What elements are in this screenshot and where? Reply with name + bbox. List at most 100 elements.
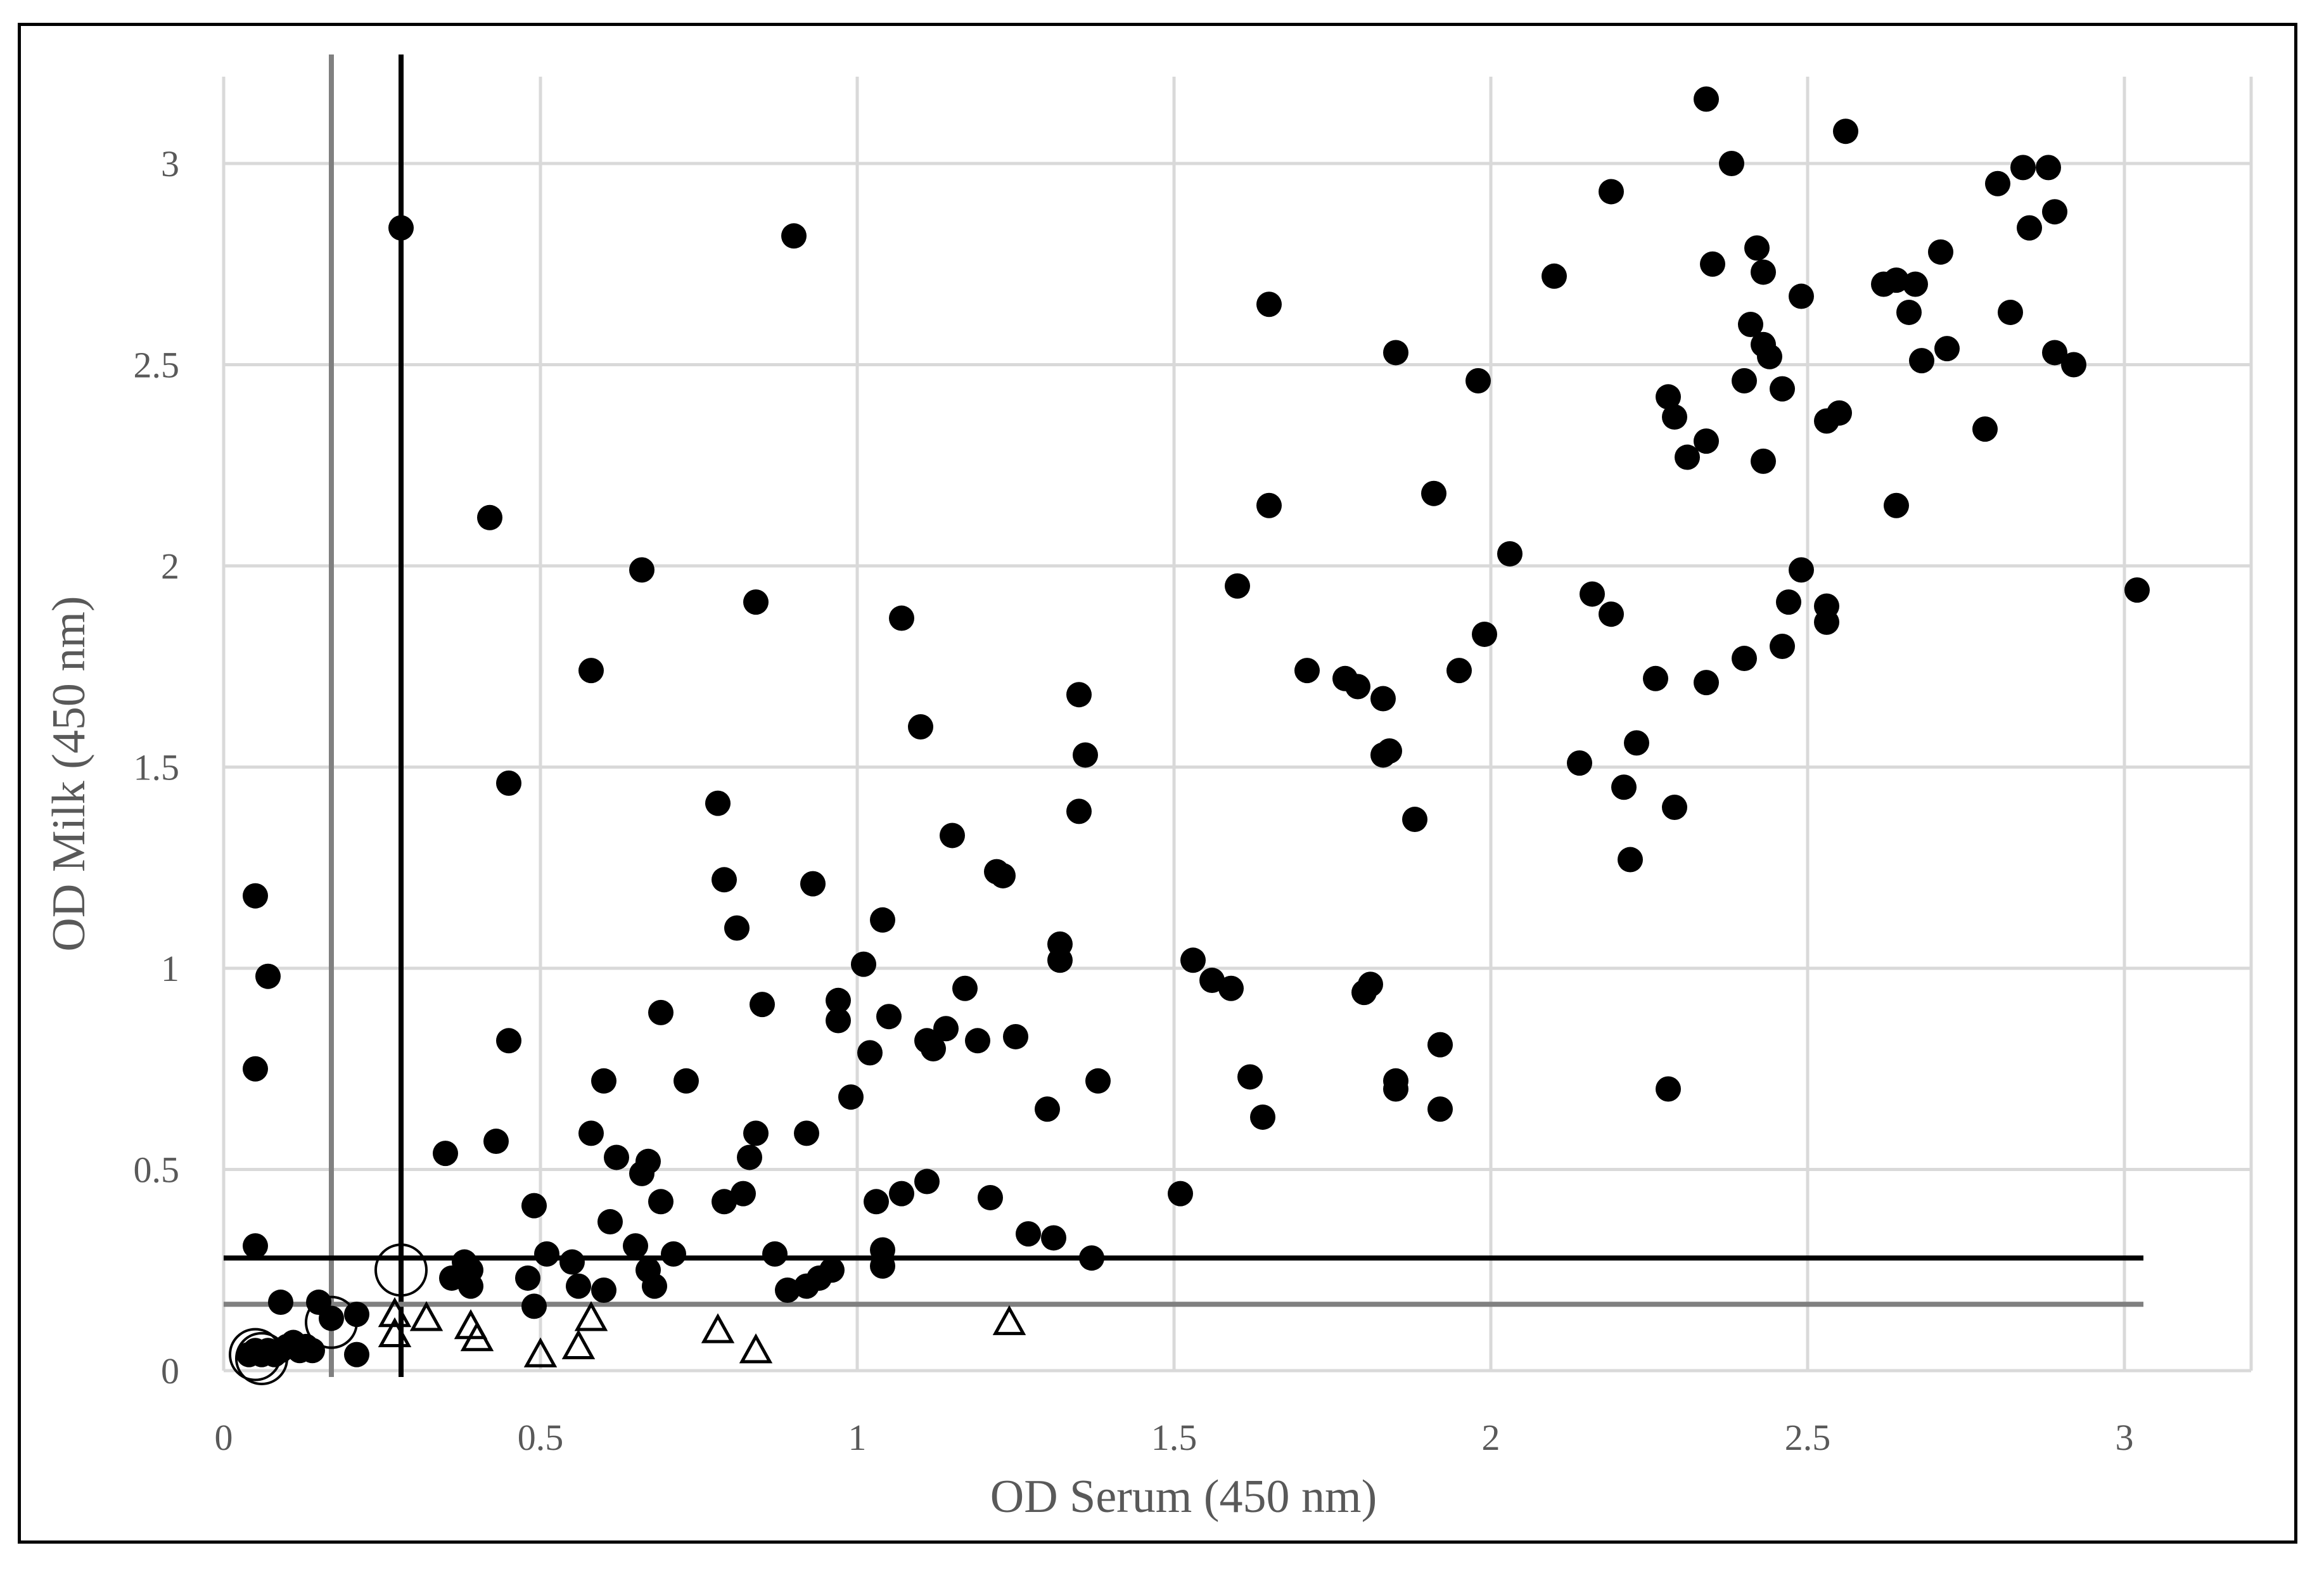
data-point <box>1985 170 2010 196</box>
data-point <box>1225 573 1250 599</box>
triangle-data-point <box>701 1313 735 1343</box>
data-point <box>635 1148 661 1174</box>
x-tick-label: 1.5 <box>1151 1417 1197 1458</box>
data-point <box>388 215 414 241</box>
data-point <box>578 1120 604 1146</box>
data-point <box>889 605 914 631</box>
data-point <box>648 1189 674 1215</box>
data-point <box>990 862 1016 888</box>
x-tick-label: 2.5 <box>1785 1417 1831 1458</box>
data-point <box>629 557 654 583</box>
data-point <box>952 975 978 1001</box>
data-point <box>433 1141 458 1167</box>
data-point <box>2010 155 2036 181</box>
cutoff-lines <box>224 54 2143 1377</box>
data-point <box>1624 730 1649 756</box>
data-point <box>597 1209 623 1235</box>
open-circle-data-point <box>374 1243 428 1297</box>
data-point <box>1934 336 1960 362</box>
data-point <box>750 992 775 1018</box>
data-point <box>712 1189 737 1215</box>
data-point <box>642 1273 667 1299</box>
scatter-chart: 0 0.5 1 1.5 2 2.5 3 0 0.5 1 1.5 2 2.5 3 OD Serum (450… <box>43 54 2253 1523</box>
data-point <box>1079 1245 1104 1271</box>
data-point <box>921 1036 946 1061</box>
data-point <box>268 1290 293 1316</box>
data-point <box>731 1181 756 1207</box>
data-point <box>1732 368 1757 394</box>
data-point <box>300 1338 325 1364</box>
data-point <box>1770 376 1795 402</box>
data-points <box>229 86 2150 1385</box>
data-point <box>1047 947 1073 973</box>
data-point <box>1618 847 1643 873</box>
data-point <box>1446 658 1472 684</box>
data-point <box>1814 609 1839 635</box>
data-point <box>559 1249 585 1275</box>
data-point <box>515 1265 540 1291</box>
data-point <box>826 987 851 1013</box>
data-point <box>243 883 268 909</box>
data-point <box>458 1273 483 1299</box>
data-point <box>1884 492 1909 518</box>
data-point <box>1662 795 1687 820</box>
data-point <box>857 1040 883 1066</box>
data-point <box>965 1028 990 1054</box>
data-point <box>243 1233 268 1259</box>
data-point <box>1066 682 1092 708</box>
data-point <box>1776 589 1801 615</box>
data-point <box>1016 1221 1041 1247</box>
data-point <box>940 823 965 849</box>
data-point <box>521 1193 547 1219</box>
data-point <box>1250 1104 1275 1130</box>
data-point <box>1909 348 1934 374</box>
data-point <box>800 871 826 897</box>
data-point <box>604 1144 629 1170</box>
data-point <box>1256 492 1282 518</box>
data-point <box>1294 658 1320 684</box>
triangle-data-point <box>378 1297 412 1328</box>
data-point <box>819 1257 845 1283</box>
data-point <box>1789 557 1814 583</box>
data-point <box>1035 1096 1060 1122</box>
x-tick-label: 3 <box>2116 1417 2134 1458</box>
data-point <box>1972 416 1998 442</box>
data-point <box>1611 774 1637 800</box>
data-point <box>255 963 281 989</box>
data-point <box>1041 1225 1066 1251</box>
triangle-data-point <box>561 1329 596 1359</box>
data-point <box>933 1016 959 1042</box>
data-point <box>1073 742 1098 768</box>
data-point <box>2124 577 2150 603</box>
data-point <box>674 1068 699 1094</box>
x-tick-label: 0.5 <box>518 1417 564 1458</box>
data-point <box>1770 634 1795 659</box>
data-point <box>1180 947 1206 973</box>
triangle-data-point <box>409 1301 444 1331</box>
triangle-data-point <box>378 1317 412 1347</box>
data-point <box>1928 239 1953 265</box>
triangle-data-point <box>739 1333 773 1364</box>
data-point <box>1744 235 1770 261</box>
data-point <box>1599 601 1624 627</box>
data-point <box>1675 444 1700 470</box>
data-point <box>1738 312 1763 337</box>
data-point <box>1383 340 1408 366</box>
data-point <box>908 714 933 740</box>
data-point <box>1168 1181 1193 1207</box>
data-point <box>1580 581 1605 607</box>
data-point <box>591 1068 616 1094</box>
data-point <box>344 1342 369 1367</box>
triangle-data-point <box>523 1337 558 1367</box>
gridlines <box>222 77 2253 1373</box>
data-point <box>1542 263 1567 289</box>
data-point <box>889 1181 914 1207</box>
data-point <box>1370 686 1396 712</box>
data-point <box>1218 975 1244 1001</box>
data-point <box>1827 400 1852 426</box>
data-point <box>1757 343 1782 369</box>
data-point <box>1599 179 1624 205</box>
data-point <box>2042 340 2067 366</box>
data-point <box>1833 118 1858 144</box>
data-point <box>1751 259 1776 285</box>
